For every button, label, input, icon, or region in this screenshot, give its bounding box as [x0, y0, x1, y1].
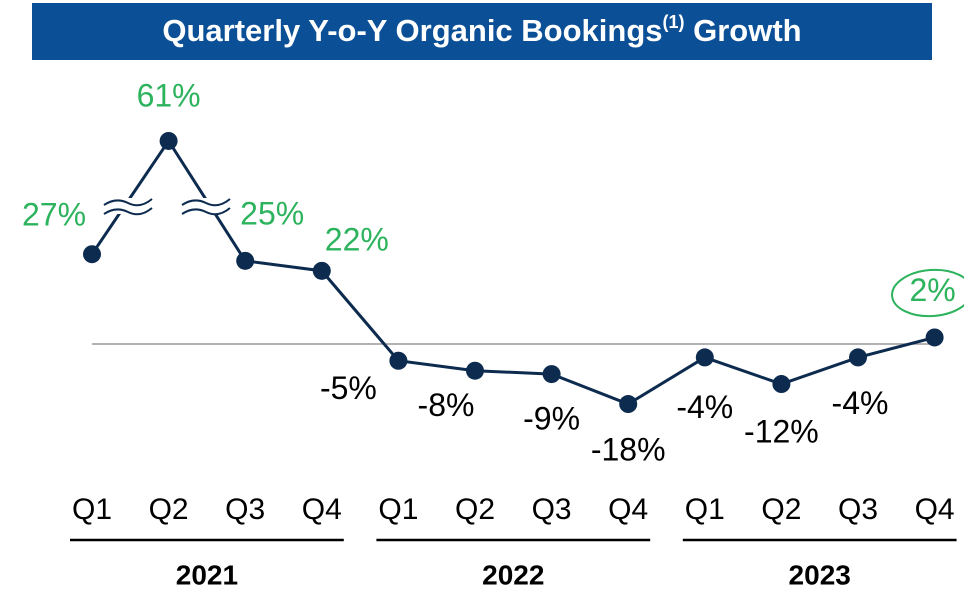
group-label: 2021 [176, 559, 238, 590]
point [389, 351, 408, 370]
x-tick-label: Q1 [72, 493, 112, 526]
x-tick-label: Q2 [455, 493, 495, 526]
group-label: 2023 [789, 559, 851, 590]
data-label: -8% [418, 387, 475, 423]
data-label: 2% [909, 272, 955, 308]
x-tick-label: Q4 [608, 493, 648, 526]
title-sup: (1) [663, 12, 685, 32]
data-label: -9% [523, 401, 580, 437]
title-main: Quarterly Y-o-Y Organic Bookings [162, 13, 662, 48]
group-label: 2022 [482, 559, 544, 590]
point [849, 348, 867, 367]
x-tick-label: Q3 [225, 493, 265, 526]
line [90, 138, 935, 406]
x-tick-label: Q4 [302, 493, 342, 526]
data-label: 22% [325, 221, 389, 257]
x-tick-label: Q2 [149, 493, 189, 526]
axis-break [103, 198, 231, 216]
point [772, 375, 791, 394]
data-label: -12% [744, 414, 819, 450]
point [542, 365, 561, 384]
point [236, 251, 255, 270]
data-label: -18% [591, 431, 666, 467]
x-tick-label: Q2 [761, 493, 801, 526]
point [466, 361, 484, 380]
point [619, 395, 638, 414]
point [159, 131, 178, 150]
data-label: -4% [832, 385, 889, 421]
x-tick-label: Q3 [838, 493, 878, 526]
x-tick-label: Q3 [532, 493, 572, 526]
data-label: 25% [240, 195, 304, 231]
data-label: -4% [676, 389, 733, 425]
point [312, 261, 331, 280]
x-tick-label: Q1 [378, 493, 418, 526]
x-tick-label: Q1 [685, 493, 725, 526]
highlight-circle [891, 268, 964, 318]
point [83, 245, 101, 264]
chart-title: Quarterly Y-o-Y Organic Bookings(1) Grow… [162, 12, 801, 48]
point [925, 328, 944, 347]
title-end: Growth [685, 13, 802, 48]
data-label: -5% [320, 370, 377, 406]
x-tick-label: Q4 [915, 493, 955, 526]
data-label: 27% [22, 197, 86, 233]
point [695, 348, 714, 367]
title-bar [32, 3, 932, 60]
data-label: 61% [137, 77, 201, 113]
